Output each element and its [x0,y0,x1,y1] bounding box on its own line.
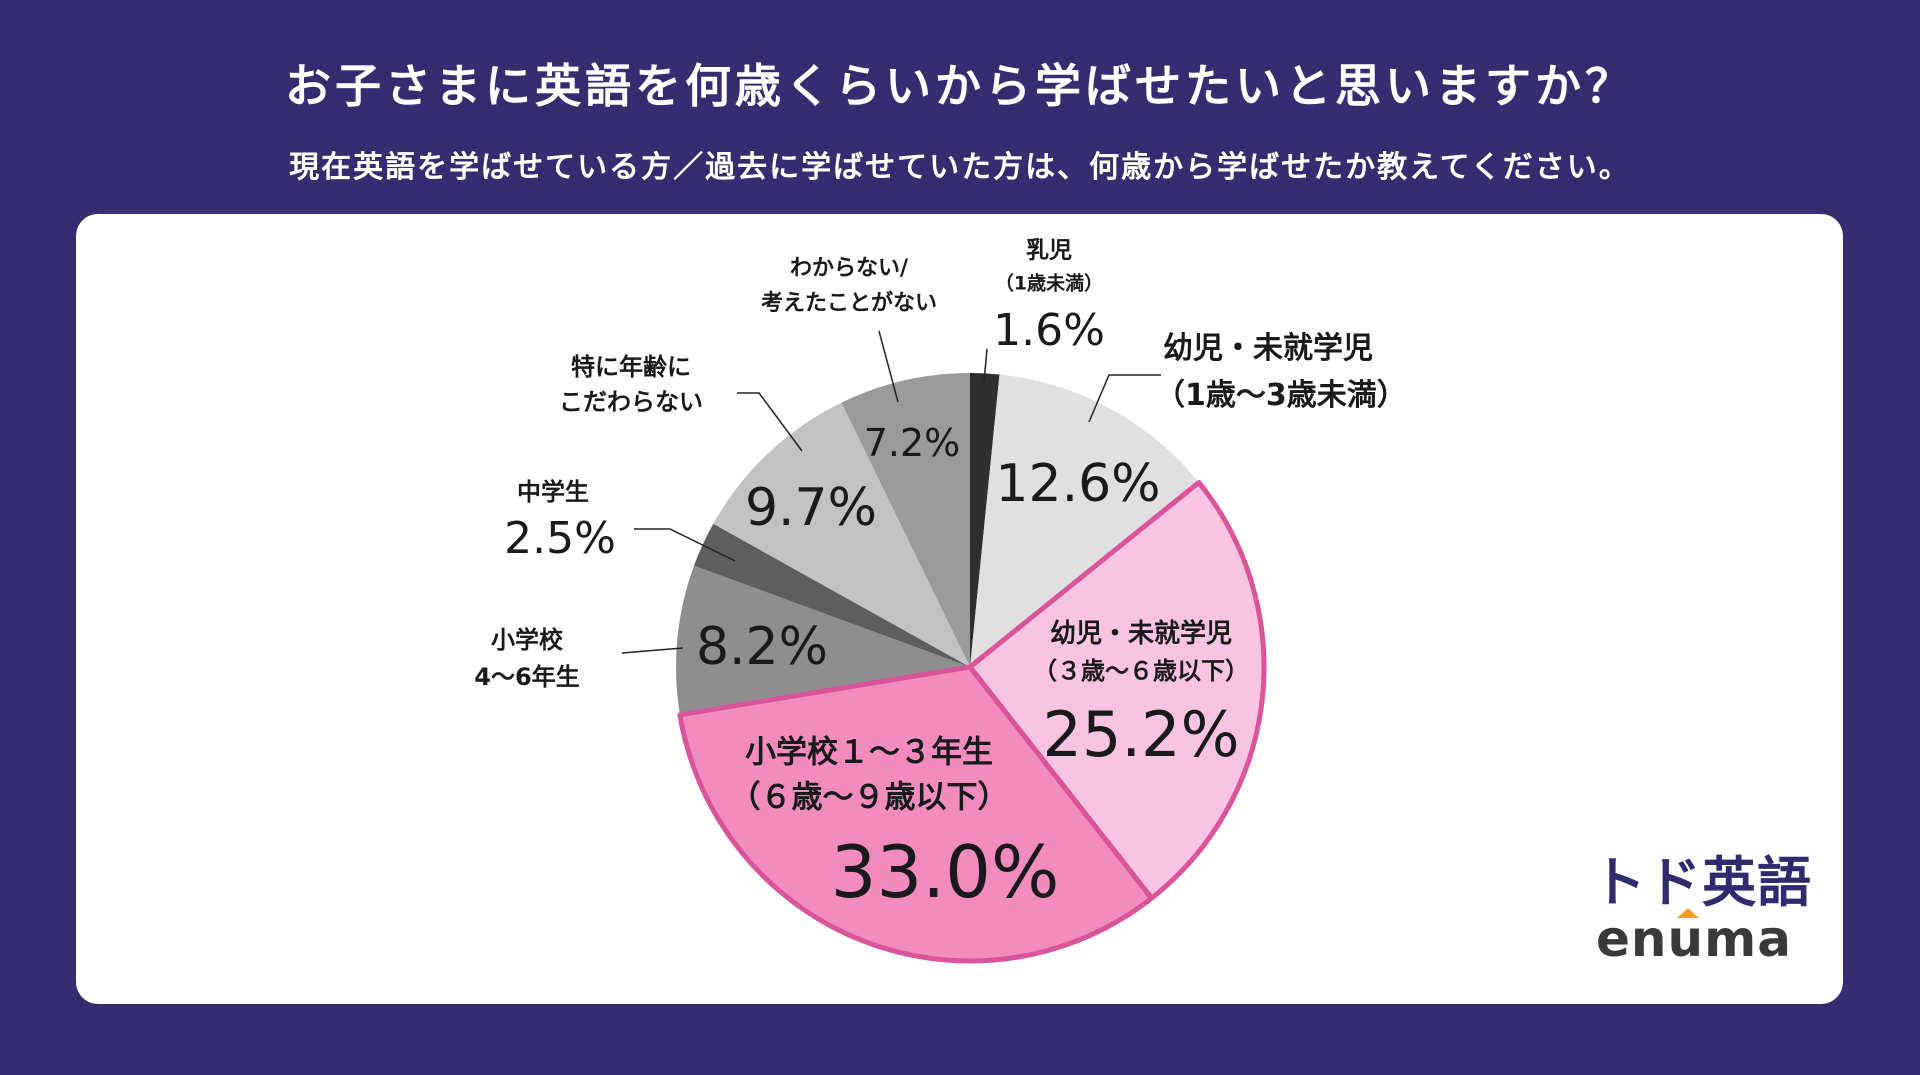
pie-slice [970,374,1199,667]
enuma-logo-hat-icon [1677,908,1699,918]
label-elem-lower-sub: （６歳～９歳以下） [729,779,1009,816]
label-infant: 乳児 [1026,237,1072,264]
label-junior-high: 中学生 [517,478,589,506]
label-no-preference-sub: こだわらない [559,388,703,416]
pie-slice [970,373,1000,667]
value-preschool: 25.2% [1042,698,1240,771]
value-elem-upper: 8.2% [695,617,829,677]
value-unknown: 7.2% [863,421,961,465]
leader-line [983,348,988,383]
value-infant: 1.6% [993,305,1105,356]
pie-slice [713,402,970,667]
label-preschool-sub: （３歳～６歳以下） [1033,657,1249,685]
pie-slice [841,373,970,667]
label-infant-sub: （1歳未満） [994,272,1104,295]
value-no-preference: 9.7% [744,478,878,538]
label-preschool: 幼児・未就学児 [1049,619,1233,649]
label-toddler-sub: （1歳～3歳未満） [1155,378,1407,413]
todo-eigo-logo: トド英語 [1592,851,1812,914]
label-no-preference: 特に年齢に [571,353,691,381]
leader-line [634,528,736,562]
pie-slice [970,482,1265,899]
label-elem-upper-sub: 4～6年生 [474,663,580,691]
label-toddler: 幼児・未就学児 [1163,331,1373,366]
label-unknown: わからない/ [789,256,909,281]
pie-slice [679,667,1152,961]
label-unknown-sub: 考えたことがない [760,291,938,316]
enuma-logo: enuma [1596,910,1792,968]
label-elem-lower: 小学校１～３年生 [745,734,993,771]
value-toddler: 12.6% [995,454,1161,514]
leader-line [737,392,803,452]
value-junior-high: 2.5% [504,513,616,564]
leader-line [878,330,899,403]
highlight-outline [967,479,1267,901]
chart-title: お子さまに英語を何歳くらいから学ばせたいと思いますか？ [285,59,1635,113]
chart-subtitle: 現在英語を学ばせている方／過去に学ばせていた方は、何歳から学ばせたか教えてくださ… [289,150,1631,185]
label-elem-upper: 小学校 [491,626,563,654]
pie-slice [694,523,970,667]
leader-line [621,647,684,654]
highlight-outline [677,664,1155,964]
value-elem-lower: 33.0% [830,830,1060,914]
leader-line [1088,374,1161,423]
